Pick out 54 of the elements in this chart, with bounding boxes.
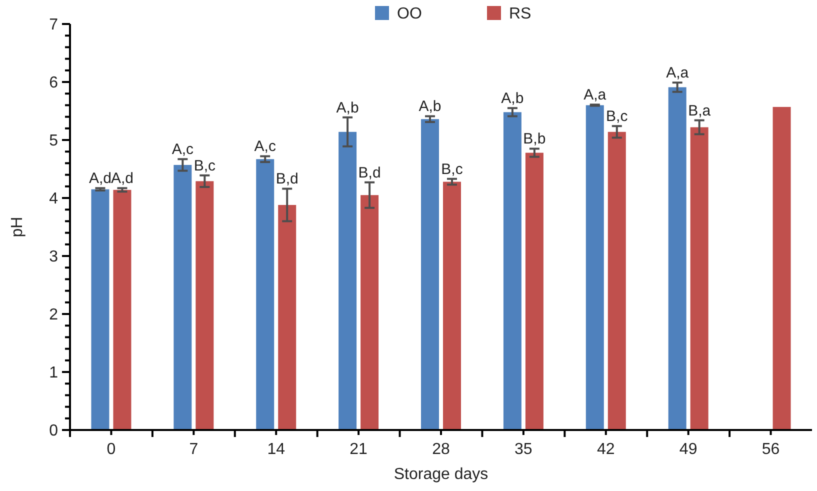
bar [91, 189, 110, 430]
bar [278, 204, 296, 430]
y-tick-label: 7 [49, 16, 58, 34]
x-tick-label: 49 [679, 441, 698, 458]
y-tick-label: 5 [49, 132, 58, 150]
legend-label: OO [397, 6, 422, 23]
bar [174, 164, 192, 430]
x-axis-title: Storage days [394, 466, 488, 483]
legend-label: RS [509, 6, 532, 23]
bar [113, 190, 132, 430]
data-label: B,a [688, 102, 712, 120]
x-tick-label: 0 [106, 441, 116, 458]
x-tick-label: 56 [762, 441, 780, 458]
y-tick-label: 3 [49, 248, 58, 266]
x-tick-label: 42 [596, 441, 615, 458]
bar [668, 87, 686, 430]
y-tick-label: 1 [49, 364, 58, 382]
bar [772, 106, 791, 430]
bar [256, 159, 274, 430]
bar [421, 119, 439, 430]
bar [360, 195, 379, 430]
x-tick-label: 14 [267, 441, 286, 458]
data-label: A,d [110, 170, 134, 188]
data-label: A,c [172, 141, 194, 158]
bar [525, 152, 544, 430]
data-label: B,c [606, 108, 628, 126]
bar [338, 132, 357, 430]
bar [443, 182, 461, 430]
x-tick-label: 7 [189, 441, 198, 458]
y-axis-title: pH [9, 216, 26, 238]
y-tick-label: 0 [49, 422, 58, 440]
data-label: B,c [194, 157, 216, 174]
bar [586, 105, 604, 430]
x-tick-label: 35 [514, 441, 532, 458]
bar [608, 132, 626, 430]
data-label: B,d [276, 170, 298, 188]
y-tick-label: 4 [49, 190, 58, 208]
y-tick-label: 2 [49, 306, 58, 324]
bar [196, 181, 214, 430]
data-label: A,c [254, 138, 276, 156]
x-tick-label: 28 [432, 441, 450, 458]
data-label: B,d [358, 164, 381, 182]
data-label: A,a [584, 86, 607, 104]
data-label: A,d [88, 170, 112, 188]
x-tick-label: 21 [350, 441, 368, 458]
y-tick-label: 6 [49, 74, 58, 92]
data-label: A,a [666, 64, 690, 82]
data-label: A,b [336, 99, 359, 116]
data-label: B,c [441, 160, 464, 178]
data-label: B,b [523, 130, 546, 148]
bar [503, 112, 522, 430]
bar [690, 127, 708, 430]
data-label: A,b [418, 98, 442, 116]
data-label: A,b [501, 90, 524, 108]
